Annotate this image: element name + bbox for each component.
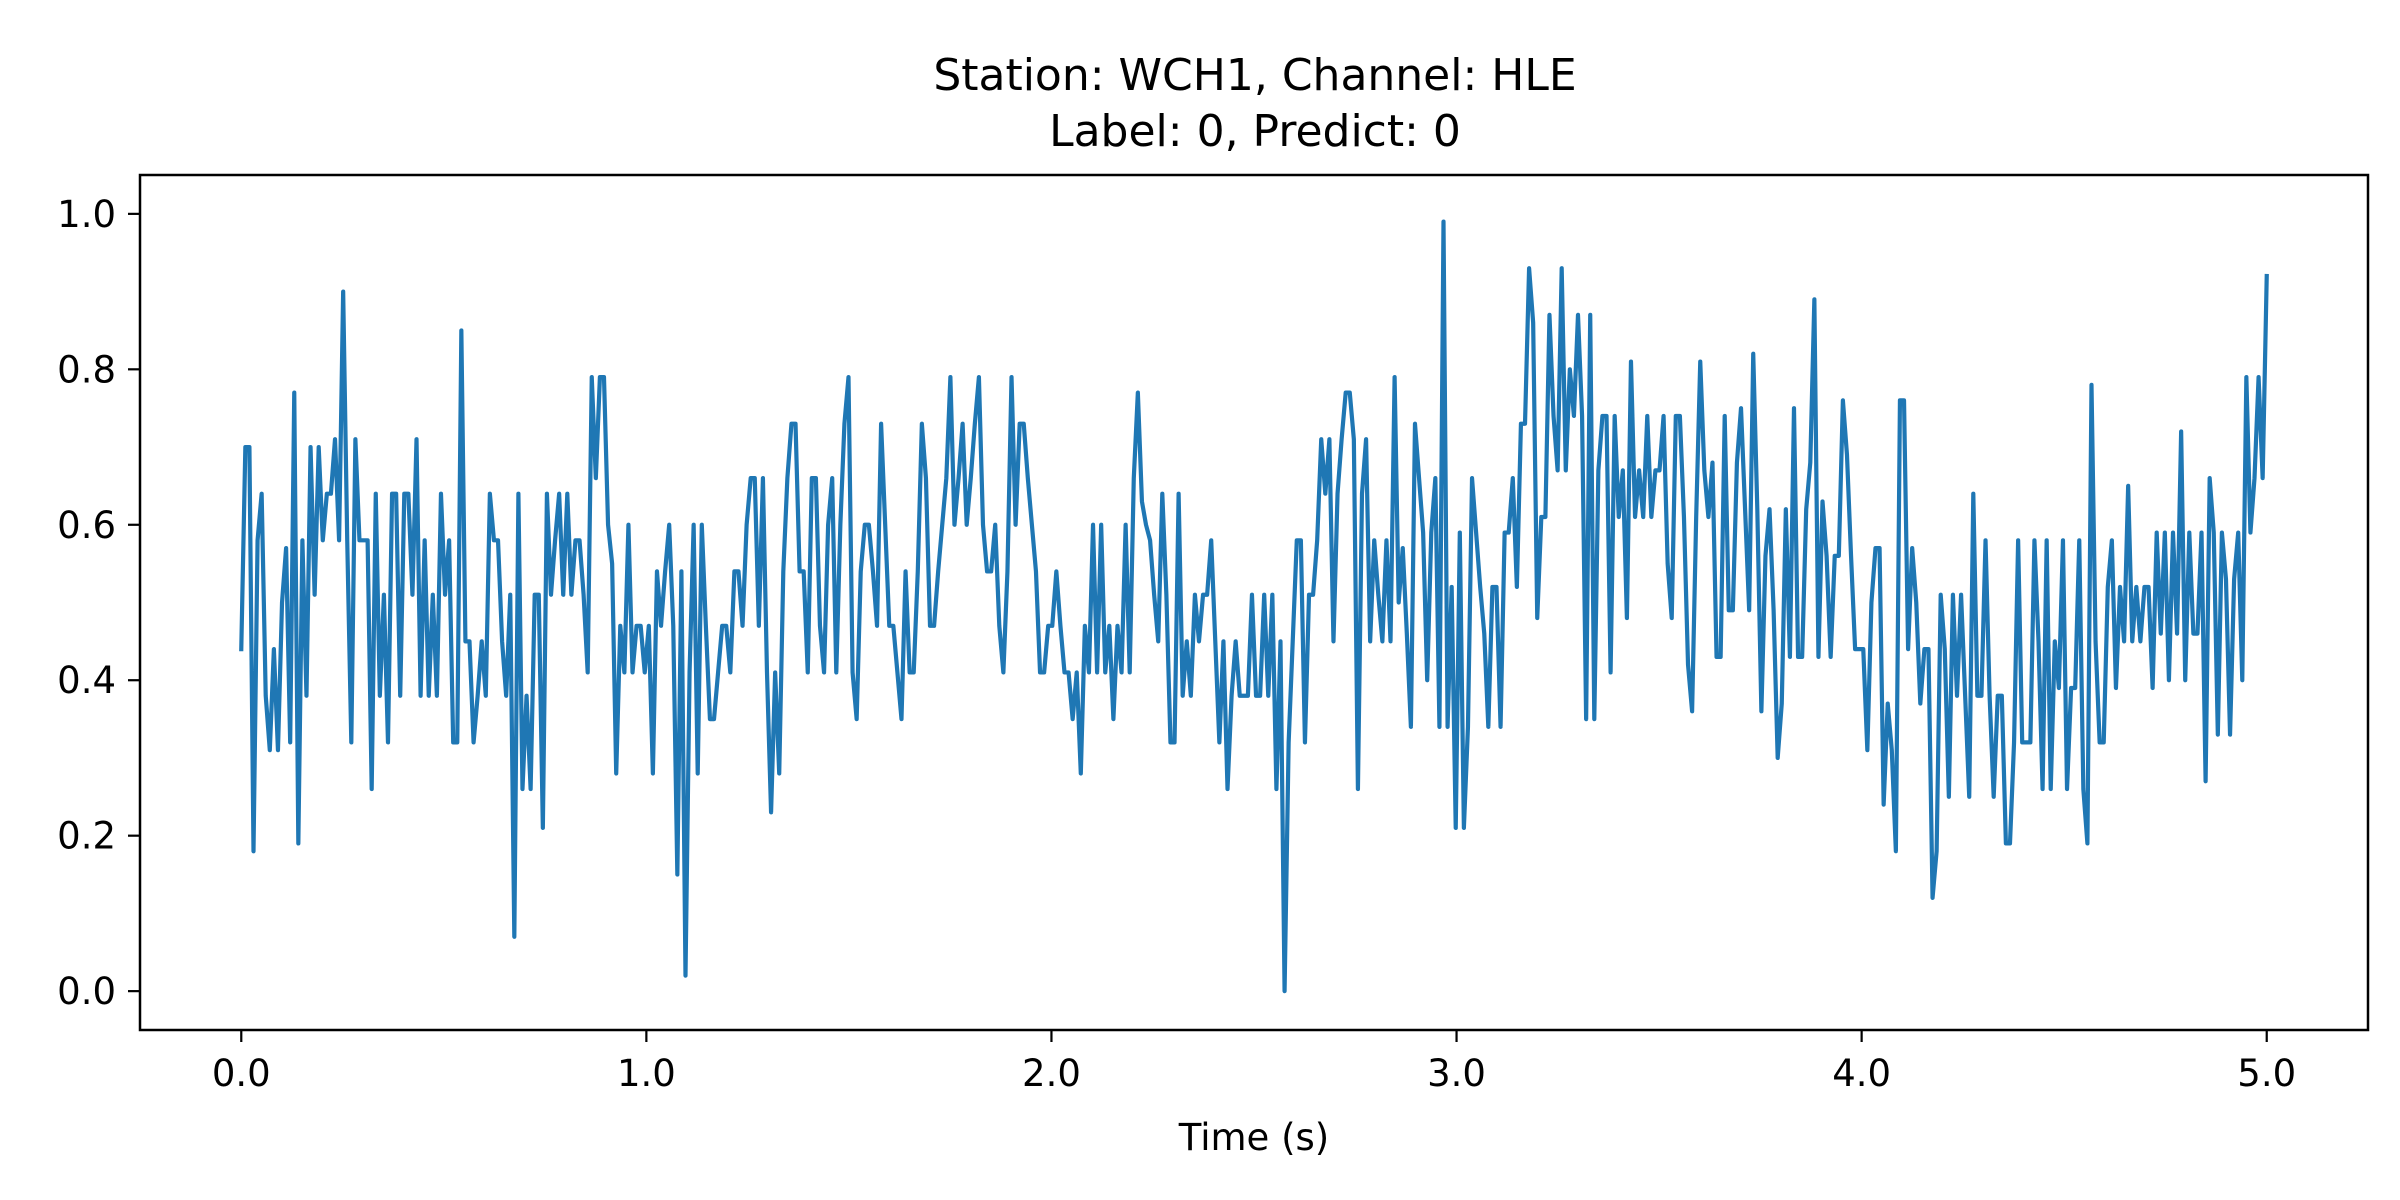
plot-area-frame — [138, 173, 2370, 1032]
y-tick-label: 0.6 — [57, 504, 116, 547]
y-tick-label: 0.8 — [57, 348, 116, 391]
y-tick-label: 0.4 — [57, 659, 116, 702]
series-line-0 — [239, 219, 2269, 994]
x-tick-label: 1.0 — [617, 1052, 676, 1095]
x-axis: 0.0 1.0 2.0 3.0 4.0 5.0 — [212, 1030, 2296, 1095]
x-tick-label: 4.0 — [1832, 1052, 1891, 1095]
x-tick-label: 3.0 — [1427, 1052, 1486, 1095]
y-tick-label: 1.0 — [57, 193, 116, 236]
plot-data-layer — [239, 219, 2269, 994]
chart-title-line-1: Station: WCH1, Channel: HLE — [933, 50, 1576, 101]
chart-title-line-2: Label: 0, Predict: 0 — [1049, 106, 1461, 157]
x-tick-label: 2.0 — [1022, 1052, 1081, 1095]
x-tick-label: 5.0 — [2237, 1052, 2296, 1095]
x-axis-label: Time (s) — [1178, 1116, 1329, 1159]
x-tick-label: 0.0 — [212, 1052, 271, 1095]
y-axis: 0.0 0.2 0.4 0.6 0.8 1.0 — [57, 193, 140, 1013]
y-tick-label: 0.0 — [57, 970, 116, 1013]
y-tick-label: 0.2 — [57, 815, 116, 858]
